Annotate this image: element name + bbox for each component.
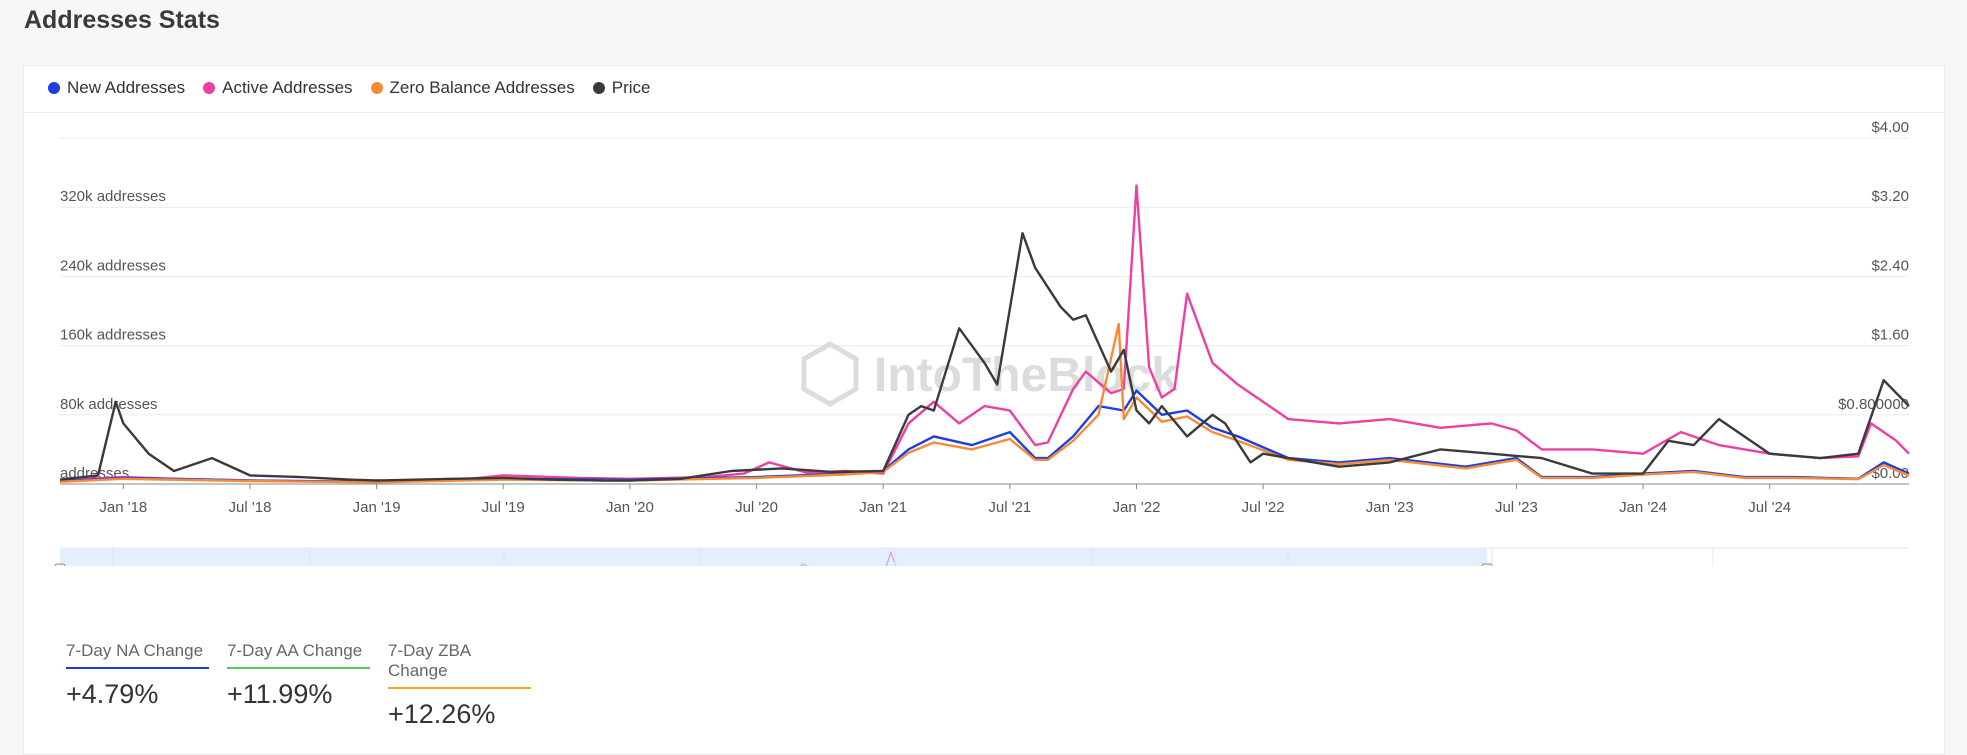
legend-label: New Addresses xyxy=(67,78,186,97)
x-axis-tick-label: Jul '18 xyxy=(229,499,272,516)
x-axis-tick-label: Jul '19 xyxy=(482,499,525,516)
x-axis-tick-label: Jul '20 xyxy=(735,499,778,516)
stat-value: +4.79% xyxy=(66,679,159,709)
navigator-selection[interactable] xyxy=(60,548,1487,566)
legend-dot xyxy=(370,82,383,94)
watermark-text: IntoTheBlock xyxy=(874,349,1178,402)
x-axis-tick-label: Jan '20 xyxy=(606,499,654,516)
stat-value: +11.99% xyxy=(227,679,333,709)
right-axis-tick-label: $3.20 xyxy=(1871,188,1909,205)
stat-zba-change: 7-Day ZBA Change +12.26% xyxy=(388,641,531,730)
left-axis-tick-label: 80k addresses xyxy=(60,396,158,413)
x-axis-tick-label: Jan '19 xyxy=(353,499,401,516)
right-axis-tick-label: $1.60 xyxy=(1871,327,1909,344)
legend-label: Price xyxy=(611,78,651,97)
legend-dot xyxy=(203,82,216,94)
stat-label: 7-Day ZBA Change xyxy=(388,641,531,689)
watermark-logo: IntoTheBlock xyxy=(801,341,1178,407)
stat-na-change: 7-Day NA Change +4.79% xyxy=(66,641,209,730)
legend-item-zero-balance-addresses[interactable]: Zero Balance Addresses xyxy=(370,78,575,98)
x-axis-tick-label: Jul '22 xyxy=(1242,499,1285,516)
legend-item-price[interactable]: Price xyxy=(592,78,651,98)
legend-label: Active Addresses xyxy=(222,78,353,97)
x-axis-tick-label: Jan '22 xyxy=(1113,499,1161,516)
chart-card: New Addresses Active Addresses Zero Bala… xyxy=(23,65,1945,755)
stat-value: +12.26% xyxy=(388,699,496,729)
left-axis-tick-label: 160k addresses xyxy=(60,327,166,344)
x-axis-tick-label: Jan '24 xyxy=(1619,499,1667,516)
legend-dot xyxy=(592,82,605,94)
legend-item-new-addresses[interactable]: New Addresses xyxy=(48,78,185,98)
series-line-zero-balance-addresses xyxy=(59,322,1910,484)
x-axis-tick-label: Jul '24 xyxy=(1748,499,1791,516)
chart-legend: New Addresses Active Addresses Zero Bala… xyxy=(48,78,650,98)
x-axis-tick-label: Jul '23 xyxy=(1495,499,1538,516)
right-axis-tick-label: $2.40 xyxy=(1871,257,1909,274)
x-axis-tick-label: Jul '21 xyxy=(988,499,1031,516)
main-chart[interactable]: $0.00$0.800000$1.60$2.40$3.20$4.00addres… xyxy=(24,66,1946,566)
right-axis-tick-label: $4.00 xyxy=(1871,119,1909,136)
navigator-handle-right[interactable] xyxy=(1481,563,1493,566)
left-axis-tick-label: 320k addresses xyxy=(60,188,166,205)
series-line-active-addresses xyxy=(59,184,1910,483)
stats-row: 7-Day NA Change +4.79% 7-Day AA Change +… xyxy=(66,641,531,730)
x-axis-tick-label: Jan '23 xyxy=(1366,499,1414,516)
series-line-price xyxy=(59,232,1910,482)
legend-label: Zero Balance Addresses xyxy=(389,78,575,97)
stat-aa-change: 7-Day AA Change +11.99% xyxy=(227,641,370,730)
legend-item-active-addresses[interactable]: Active Addresses xyxy=(203,78,353,98)
legend-dot xyxy=(48,82,60,94)
stat-label: 7-Day NA Change xyxy=(66,641,209,669)
stat-label: 7-Day AA Change xyxy=(227,641,370,669)
page-title: Addresses Stats xyxy=(24,6,220,34)
x-axis-tick-label: Jan '21 xyxy=(859,499,907,516)
navigator-handle-left[interactable] xyxy=(54,563,66,566)
series-line-new-addresses xyxy=(59,389,1910,483)
left-axis-tick-label: 240k addresses xyxy=(60,257,166,274)
right-axis-tick-label: $0.800000 xyxy=(1838,396,1909,413)
watermark-icon xyxy=(801,341,859,407)
x-axis-tick-label: Jan '18 xyxy=(99,499,147,516)
legend-divider xyxy=(24,112,1944,113)
